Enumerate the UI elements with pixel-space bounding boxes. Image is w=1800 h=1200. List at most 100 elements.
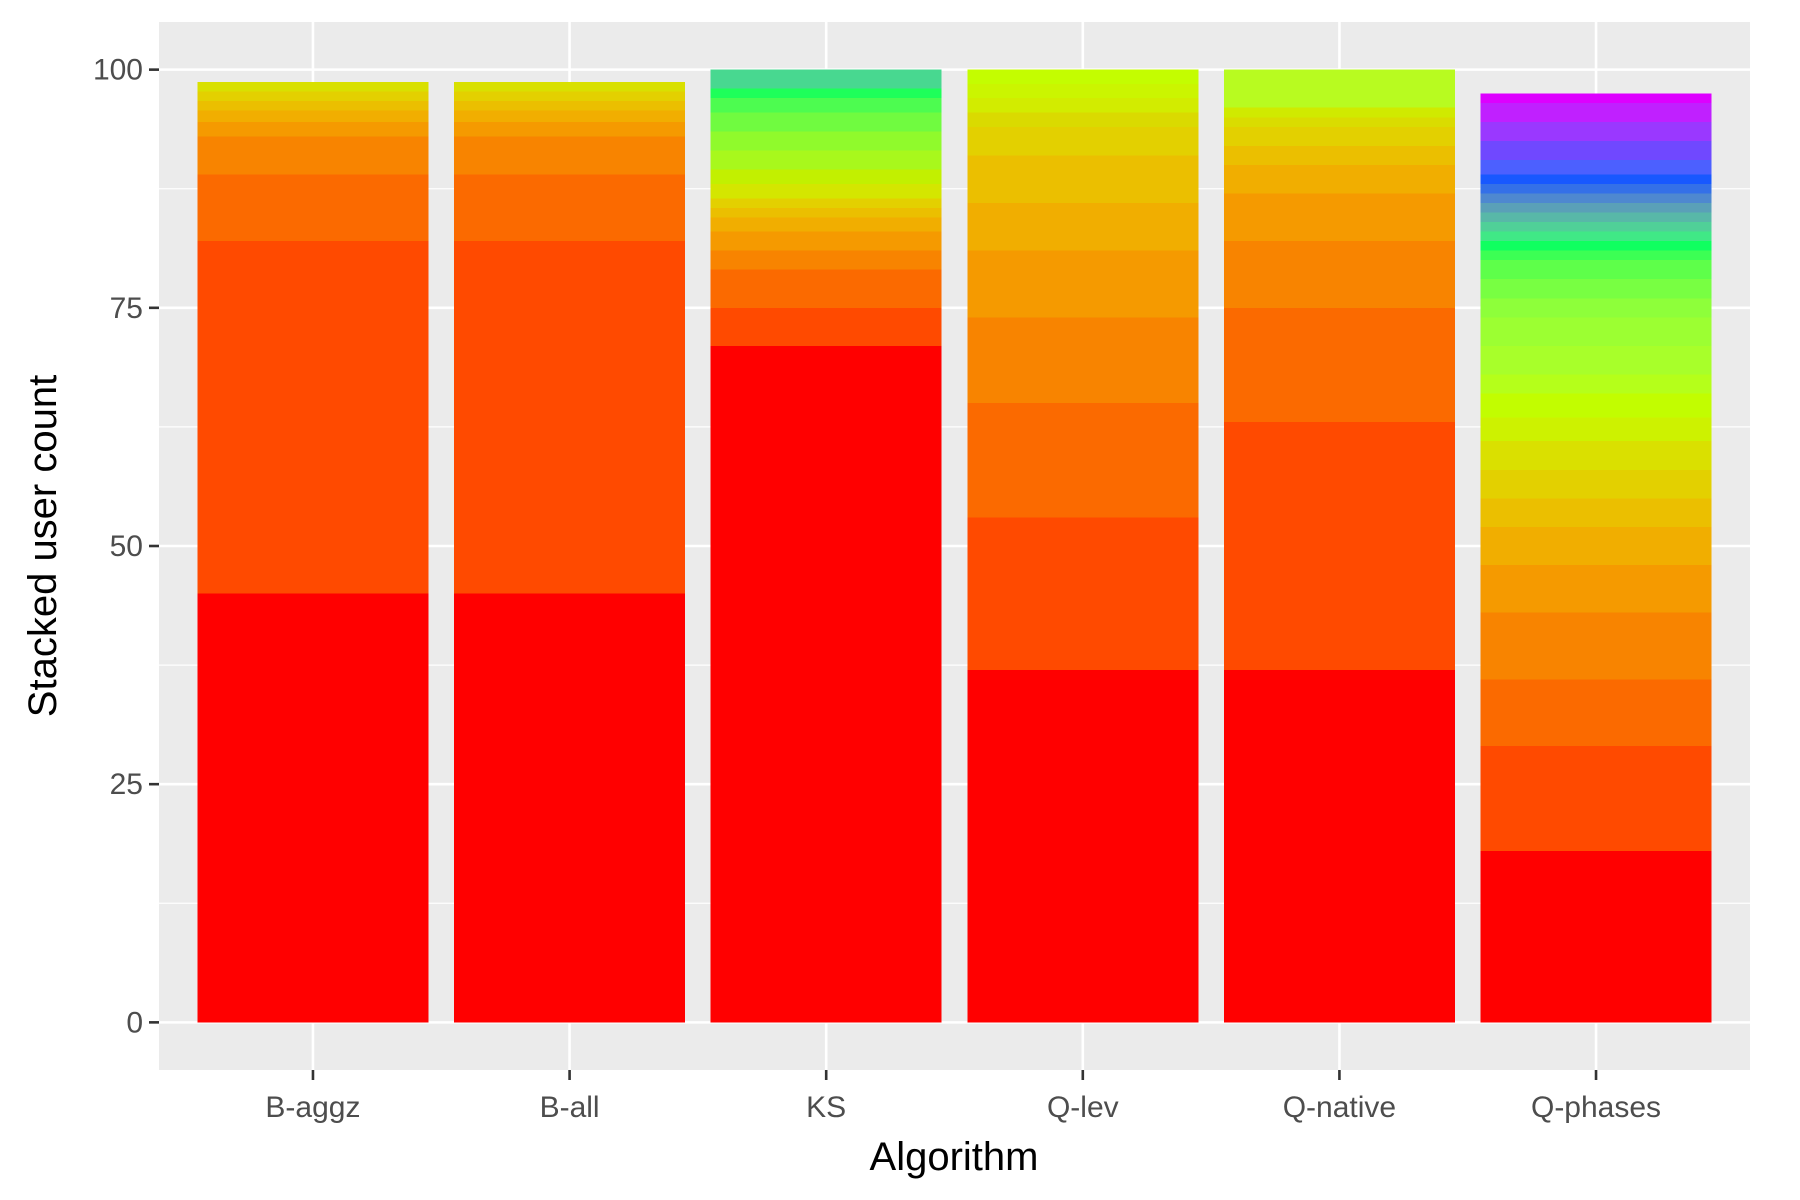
bar-segment: [1480, 526, 1712, 566]
bar-segment: [454, 110, 686, 123]
bar-segment: [967, 203, 1199, 251]
bar-segment: [967, 155, 1199, 204]
bar-segment: [710, 307, 942, 346]
bar-segment: [197, 136, 429, 175]
bar-segment: [1480, 345, 1712, 375]
bar-segment: [1223, 145, 1455, 165]
y-axis: 0 25 50 75 100: [93, 54, 159, 1039]
bar-segment: [454, 241, 686, 594]
x-axis: B-aggz B-all KS Q-lev Q-native Q-phases: [265, 1070, 1661, 1124]
bar-segment: [710, 88, 942, 99]
x-tick-label: Q-lev: [1047, 1091, 1119, 1124]
bar-segment: [197, 122, 429, 137]
bar-segment: [710, 231, 942, 251]
bar-segment: [967, 317, 1199, 404]
bar-segment: [1480, 222, 1712, 232]
bar-segment: [710, 112, 942, 132]
bar-segment: [967, 69, 1199, 84]
bar-segment: [967, 98, 1199, 113]
bar-segment: [1223, 164, 1455, 194]
bar-segment: [710, 269, 942, 308]
bar-segment: [1223, 117, 1455, 127]
x-axis-title: Algorithm: [870, 1135, 1039, 1179]
x-tick-label: Q-phases: [1531, 1091, 1661, 1124]
bar-segment: [1480, 193, 1712, 204]
bar-segment: [1480, 374, 1712, 394]
x-tick-label: KS: [806, 1091, 846, 1124]
bar-segment: [454, 91, 686, 102]
bar-segment: [967, 112, 1199, 127]
bar-segment: [197, 110, 429, 123]
bar-segment: [710, 169, 942, 184]
bar-segment: [967, 403, 1199, 518]
bar-segment: [1480, 850, 1712, 1023]
bar-segment: [1480, 160, 1712, 175]
bar-segment: [1223, 107, 1455, 118]
bar-segment: [1480, 250, 1712, 261]
bar-segment: [197, 241, 429, 594]
bar-segment: [1480, 183, 1712, 194]
y-tick-label: 100: [93, 54, 143, 87]
bar-segment: [710, 198, 942, 208]
bar-segment: [454, 136, 686, 175]
bar-segment: [1480, 122, 1712, 142]
bar-segment: [1480, 102, 1712, 123]
bar-segment: [1480, 212, 1712, 223]
bar-segment: [1480, 141, 1712, 161]
bar-segment: [1480, 679, 1712, 747]
y-tick-label: 75: [110, 292, 143, 325]
bar-segment: [1480, 298, 1712, 318]
bar-segment: [710, 207, 942, 218]
bar-segment: [1480, 174, 1712, 184]
bar-segment: [967, 126, 1199, 156]
bar-segment: [1480, 417, 1712, 442]
bar-segment: [967, 517, 1199, 670]
y-axis-title: Stacked user count: [21, 375, 65, 717]
bar-segment: [1480, 393, 1712, 418]
y-tick-label: 50: [110, 530, 143, 563]
bar-segment: [1480, 441, 1712, 470]
bar-segment: [197, 82, 429, 92]
bar-segment: [1480, 203, 1712, 213]
bar-segment: [1480, 612, 1712, 680]
bar-segment: [1480, 498, 1712, 527]
bar-segment: [454, 174, 686, 242]
bar-segment: [197, 91, 429, 102]
bar-segment: [197, 174, 429, 242]
bar-segment: [454, 122, 686, 137]
bar-segment: [710, 345, 942, 1023]
bar-segment: [710, 250, 942, 270]
bar-segment: [1223, 307, 1455, 423]
bar-segment: [1480, 260, 1712, 280]
bar-segment: [1480, 746, 1712, 851]
bar-segment: [454, 593, 686, 1023]
bar-segment: [1480, 469, 1712, 499]
bar-segment: [1480, 565, 1712, 613]
bar-segment: [1223, 193, 1455, 242]
x-tick-label: Q-native: [1283, 1091, 1396, 1124]
bar-segment: [710, 69, 942, 89]
bar-segment: [1480, 279, 1712, 299]
bar-segment: [1223, 422, 1455, 670]
bar-segment: [967, 250, 1199, 318]
bar-segment: [197, 593, 429, 1023]
bar-segment: [710, 183, 942, 199]
bar-segment: [454, 101, 686, 111]
bar-segment: [1223, 669, 1455, 1023]
bar-segment: [454, 82, 686, 92]
bar-segment: [1480, 93, 1712, 103]
bar-segment: [967, 83, 1199, 99]
bar-segment: [710, 150, 942, 170]
x-tick-label: B-all: [540, 1091, 600, 1124]
bar-segment: [1480, 317, 1712, 346]
bar-segment: [197, 101, 429, 111]
bars: [197, 69, 1712, 1023]
bar-segment: [710, 98, 942, 113]
y-tick-label: 25: [110, 768, 143, 801]
bar-segment: [710, 131, 942, 151]
x-tick-label: B-aggz: [265, 1091, 360, 1124]
bar-segment: [1223, 241, 1455, 308]
y-tick-label: 0: [126, 1006, 143, 1039]
bar-segment: [1480, 241, 1712, 251]
